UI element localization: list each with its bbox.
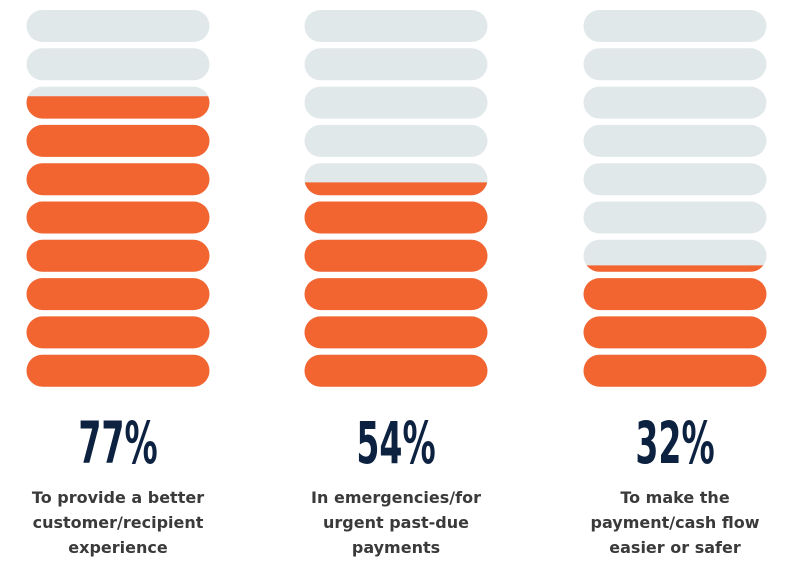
track-pill bbox=[304, 48, 488, 81]
value-label: 32% bbox=[635, 410, 714, 477]
track-pill bbox=[26, 10, 210, 42]
fill-bar bbox=[304, 182, 488, 387]
track-pill bbox=[583, 163, 767, 196]
fill-pill bbox=[304, 201, 488, 234]
track-pill bbox=[583, 201, 767, 234]
category-label: payments bbox=[352, 538, 440, 557]
track-pill bbox=[26, 48, 210, 81]
category-label: To provide a better bbox=[32, 488, 204, 507]
fill-pill bbox=[304, 278, 488, 311]
track-pill bbox=[583, 48, 767, 81]
category-label: payment/cash flow bbox=[591, 513, 760, 532]
track-pill bbox=[583, 86, 767, 119]
fill-bar bbox=[26, 96, 210, 387]
fill-pill bbox=[26, 278, 210, 311]
track-pill bbox=[304, 10, 488, 42]
category-label: experience bbox=[68, 538, 168, 557]
track-pill bbox=[304, 86, 488, 119]
fill-pill bbox=[304, 239, 488, 272]
fill-pill bbox=[304, 354, 488, 387]
track-pill bbox=[583, 239, 767, 272]
fill-pill bbox=[26, 201, 210, 234]
fill-pill bbox=[583, 316, 767, 349]
fill-pill bbox=[304, 316, 488, 349]
track-pill bbox=[304, 124, 488, 157]
fill-pill bbox=[583, 278, 767, 311]
fill-pill bbox=[586, 265, 764, 272]
track-pill bbox=[583, 124, 767, 157]
fill-pill bbox=[583, 354, 767, 387]
value-label: 54% bbox=[356, 410, 435, 477]
category-label: To make the bbox=[620, 488, 729, 507]
fill-pill bbox=[26, 316, 210, 349]
value-label: 77% bbox=[78, 410, 157, 477]
fill-pill bbox=[26, 354, 210, 387]
category-label: urgent past-due bbox=[323, 513, 469, 532]
fill-pill bbox=[26, 96, 210, 119]
fill-pill bbox=[26, 163, 210, 196]
fill-pill bbox=[26, 124, 210, 157]
fill-bar bbox=[583, 265, 767, 387]
category-label: In emergencies/for bbox=[311, 488, 481, 507]
track-pill bbox=[583, 10, 767, 42]
fill-pill bbox=[304, 182, 488, 196]
category-label: easier or safer bbox=[609, 538, 741, 557]
fill-pill bbox=[26, 239, 210, 272]
category-label: customer/recipient bbox=[33, 513, 204, 532]
